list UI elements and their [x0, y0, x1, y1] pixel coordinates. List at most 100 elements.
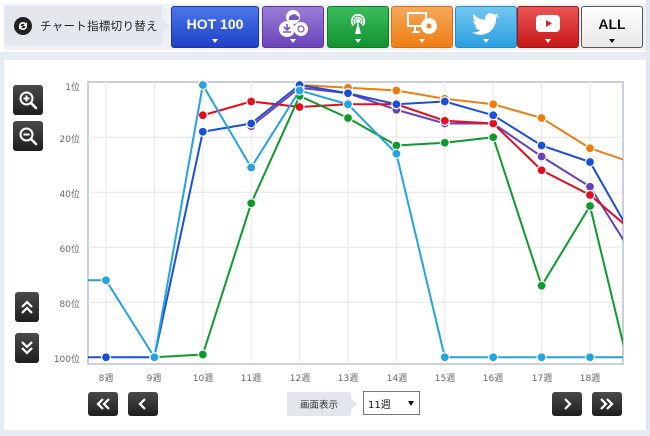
radio-antenna-icon [350, 13, 366, 34]
youtube-button[interactable] [517, 6, 579, 48]
data-point[interactable] [584, 181, 596, 192]
dropdown-arrow-icon [408, 401, 414, 406]
pc-cd-icon [407, 12, 437, 34]
double-chevron-down-icon [21, 341, 33, 355]
data-point[interactable] [342, 88, 354, 99]
data-point[interactable] [439, 96, 450, 107]
twitter-bird-icon [472, 13, 499, 35]
panel-left-border [0, 60, 4, 436]
y-tick: 60位 [59, 245, 80, 255]
data-point[interactable] [536, 112, 547, 124]
data-point[interactable] [488, 110, 499, 121]
caret-down-icon [609, 39, 615, 43]
y-tick: 100位 [53, 355, 80, 365]
zoom-out-icon [19, 127, 38, 146]
next-page-button[interactable] [552, 392, 582, 416]
hot100-button[interactable]: HOT 100 [171, 6, 259, 48]
chart-switch-text: チャート指標切り替え [40, 19, 158, 33]
x-tick: 15週 [434, 374, 456, 384]
data-point[interactable] [488, 132, 499, 143]
data-point[interactable] [536, 151, 547, 162]
data-point[interactable] [100, 352, 112, 363]
caret-down-icon [355, 39, 361, 43]
data-point[interactable] [197, 349, 208, 360]
all-label: ALL [598, 16, 626, 32]
data-point[interactable] [246, 118, 257, 129]
data-point[interactable] [342, 99, 354, 110]
x-tick: 18週 [579, 374, 601, 384]
data-point[interactable] [391, 148, 402, 159]
x-tick: 14週 [386, 374, 408, 384]
data-point[interactable] [391, 85, 402, 96]
x-tick: 11週 [240, 374, 262, 384]
data-point[interactable] [246, 96, 257, 107]
data-point[interactable] [488, 99, 499, 110]
data-point[interactable] [100, 275, 112, 286]
data-point[interactable] [197, 110, 208, 121]
x-tick: 13週 [337, 374, 359, 384]
data-point[interactable] [536, 140, 547, 151]
chart-switch-label: チャート指標切り替え [4, 6, 170, 46]
double-chevron-left-icon [96, 398, 110, 410]
data-point[interactable] [488, 352, 499, 363]
data-point[interactable] [439, 352, 450, 363]
sales-button[interactable] [262, 6, 324, 48]
prev-page-button[interactable] [128, 392, 158, 416]
all-button[interactable]: ALL [581, 6, 643, 48]
data-point[interactable] [584, 189, 596, 201]
view-range-select[interactable]: 11週 [363, 391, 420, 415]
y-tick: 40位 [59, 190, 80, 200]
double-chevron-up-icon [21, 300, 33, 314]
scroll-up-button[interactable] [15, 292, 39, 322]
x-tick: 9週 [146, 374, 162, 384]
data-point[interactable] [197, 126, 208, 137]
twitter-button[interactable] [455, 6, 517, 48]
sync-icon [14, 17, 32, 35]
youtube-play-icon [536, 15, 560, 32]
lookup-button[interactable] [391, 6, 453, 48]
view-range-label: 画面表示 [287, 392, 357, 416]
data-point[interactable] [584, 156, 596, 168]
data-point[interactable] [149, 352, 160, 363]
chart-toolbar: チャート指標切り替え HOT 100 [0, 0, 649, 52]
zoom-in-icon [19, 91, 38, 110]
series-line [299, 84, 623, 161]
data-point[interactable] [391, 99, 402, 110]
last-page-button[interactable] [592, 392, 622, 416]
data-point[interactable] [439, 115, 450, 126]
data-point[interactable] [536, 165, 547, 176]
x-tick: 8週 [98, 374, 114, 384]
caret-down-icon [483, 39, 489, 43]
view-range-value: 11週 [368, 399, 391, 411]
x-tick: 10週 [192, 374, 214, 384]
x-tick: 17週 [531, 374, 553, 384]
caret-down-icon [290, 39, 296, 43]
data-point[interactable] [342, 112, 354, 124]
caret-down-icon [419, 39, 425, 43]
y-tick: 20位 [59, 135, 80, 145]
radio-button[interactable] [327, 6, 389, 48]
data-point[interactable] [246, 198, 257, 209]
data-point[interactable] [536, 280, 547, 291]
data-point[interactable] [391, 140, 402, 151]
scroll-down-button[interactable] [15, 333, 39, 363]
data-point[interactable] [197, 79, 208, 91]
data-point[interactable] [584, 352, 596, 363]
caret-down-icon [212, 39, 218, 43]
zoom-in-button[interactable] [13, 85, 43, 115]
data-point[interactable] [584, 143, 596, 154]
data-point[interactable] [246, 162, 257, 173]
x-tick: 12週 [289, 374, 311, 384]
caret-down-icon [545, 39, 551, 43]
zoom-out-button[interactable] [13, 121, 43, 151]
double-chevron-right-icon [600, 398, 614, 410]
data-point[interactable] [294, 85, 305, 96]
first-page-button[interactable] [88, 392, 118, 416]
data-point[interactable] [536, 352, 547, 363]
data-point[interactable] [439, 137, 450, 148]
y-tick: 80位 [59, 300, 80, 310]
y-tick: 1位 [65, 83, 80, 93]
sales-download-icon [279, 10, 308, 37]
data-point[interactable] [584, 200, 596, 212]
